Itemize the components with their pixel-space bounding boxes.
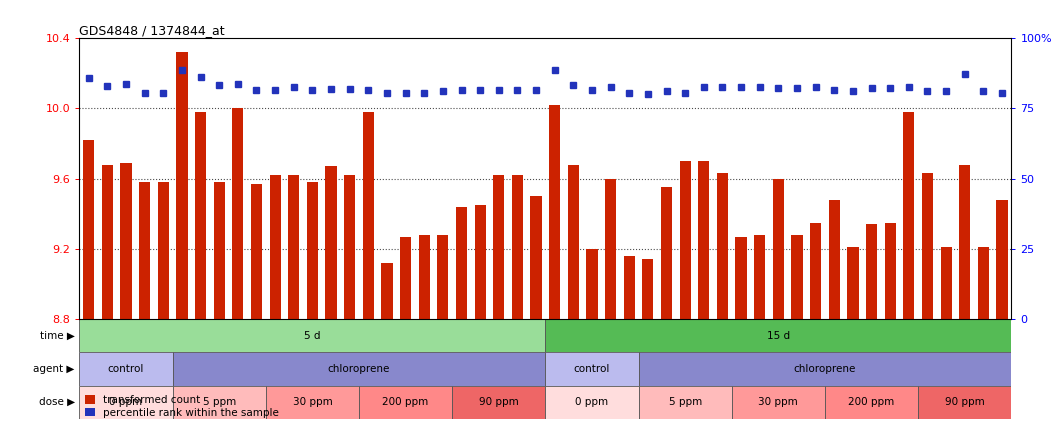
Bar: [214, 182, 225, 319]
Bar: [474, 205, 486, 319]
Text: chloroprene: chloroprene: [794, 364, 856, 374]
Bar: [195, 112, 207, 319]
Bar: [288, 175, 300, 319]
Bar: [307, 182, 318, 319]
Bar: [545, 319, 1011, 352]
Bar: [381, 263, 393, 319]
Bar: [158, 182, 168, 319]
Bar: [232, 108, 244, 319]
Text: 0 ppm: 0 ppm: [575, 397, 609, 407]
Bar: [829, 200, 840, 319]
Bar: [643, 259, 653, 319]
Bar: [84, 140, 94, 319]
Bar: [400, 236, 411, 319]
Bar: [866, 224, 877, 319]
Bar: [791, 235, 803, 319]
Bar: [639, 385, 732, 419]
Bar: [121, 163, 131, 319]
Bar: [977, 247, 989, 319]
Text: 5 d: 5 d: [304, 331, 321, 341]
Bar: [177, 52, 187, 319]
Bar: [79, 352, 173, 385]
Bar: [511, 175, 523, 319]
Bar: [940, 247, 952, 319]
Bar: [173, 352, 545, 385]
Text: 90 ppm: 90 ppm: [479, 397, 519, 407]
Bar: [773, 179, 784, 319]
Text: 5 ppm: 5 ppm: [668, 397, 702, 407]
Legend: transformed count, percentile rank within the sample: transformed count, percentile rank withi…: [85, 395, 280, 418]
Text: 30 ppm: 30 ppm: [292, 397, 333, 407]
Bar: [661, 187, 672, 319]
Bar: [531, 196, 541, 319]
Bar: [680, 161, 690, 319]
Bar: [545, 385, 639, 419]
Bar: [922, 173, 933, 319]
Text: chloroprene: chloroprene: [328, 364, 390, 374]
Bar: [605, 179, 616, 319]
Bar: [624, 256, 634, 319]
Bar: [266, 385, 359, 419]
Bar: [847, 247, 859, 319]
Bar: [810, 222, 821, 319]
Bar: [717, 173, 728, 319]
Bar: [825, 385, 918, 419]
Bar: [493, 175, 504, 319]
Bar: [418, 235, 430, 319]
Bar: [736, 236, 747, 319]
Text: control: control: [574, 364, 610, 374]
Text: 200 ppm: 200 ppm: [848, 397, 895, 407]
Text: 90 ppm: 90 ppm: [945, 397, 985, 407]
Bar: [456, 207, 467, 319]
Text: 0 ppm: 0 ppm: [109, 397, 143, 407]
Bar: [639, 352, 1011, 385]
Bar: [452, 385, 545, 419]
Text: 30 ppm: 30 ppm: [758, 397, 798, 407]
Bar: [102, 165, 113, 319]
Bar: [903, 112, 914, 319]
Bar: [997, 200, 1007, 319]
Bar: [884, 222, 896, 319]
Bar: [437, 235, 448, 319]
Bar: [270, 175, 281, 319]
Bar: [550, 105, 560, 319]
Bar: [79, 319, 545, 352]
Bar: [587, 249, 597, 319]
Bar: [344, 175, 355, 319]
Text: 200 ppm: 200 ppm: [382, 397, 429, 407]
Bar: [251, 184, 262, 319]
Bar: [959, 165, 970, 319]
Text: dose ▶: dose ▶: [38, 397, 75, 407]
Bar: [732, 385, 825, 419]
Bar: [79, 385, 173, 419]
Text: 15 d: 15 d: [767, 331, 790, 341]
Bar: [359, 385, 452, 419]
Text: time ▶: time ▶: [40, 331, 75, 341]
Bar: [363, 112, 374, 319]
Bar: [568, 165, 579, 319]
Bar: [698, 161, 710, 319]
Bar: [918, 385, 1011, 419]
Text: control: control: [108, 364, 144, 374]
Text: agent ▶: agent ▶: [34, 364, 75, 374]
Bar: [545, 352, 639, 385]
Bar: [325, 166, 337, 319]
Bar: [139, 182, 150, 319]
Text: GDS4848 / 1374844_at: GDS4848 / 1374844_at: [79, 24, 226, 37]
Bar: [754, 235, 766, 319]
Text: 5 ppm: 5 ppm: [202, 397, 236, 407]
Bar: [173, 385, 266, 419]
